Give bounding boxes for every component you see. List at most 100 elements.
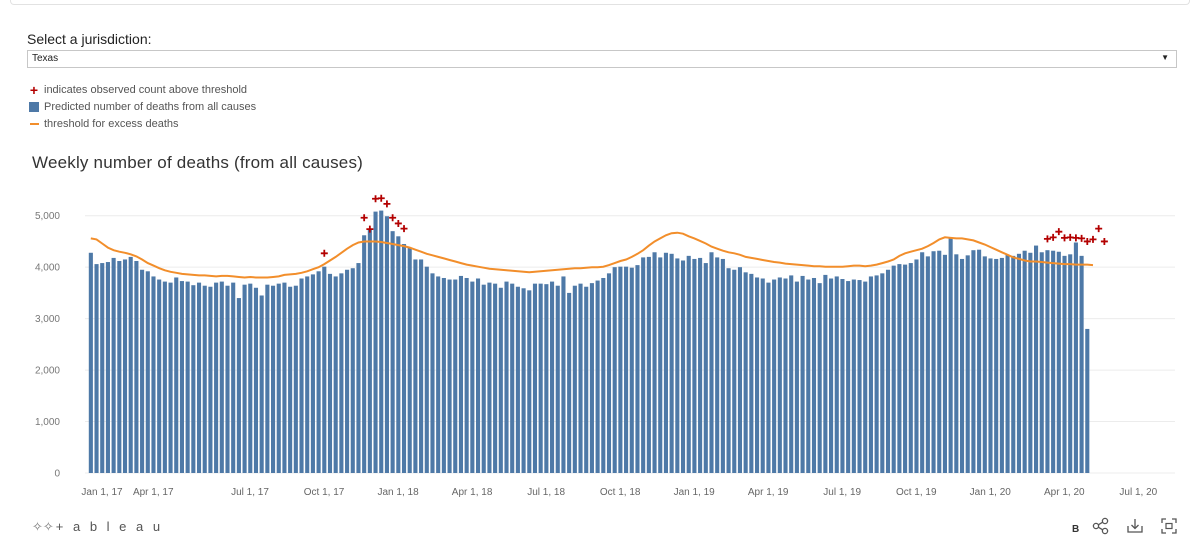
bar [772, 279, 777, 473]
bar [510, 283, 515, 473]
bar [94, 264, 99, 473]
legend: + indicates observed count above thresho… [27, 81, 256, 132]
tableau-wordmark: + a b l e a u [55, 519, 164, 534]
download-icon[interactable] [1126, 517, 1144, 535]
bar [954, 254, 959, 473]
bar [259, 295, 264, 473]
bar [487, 282, 492, 473]
bar [333, 276, 338, 473]
y-tick-label: 4,000 [35, 263, 60, 274]
excess-marker [1055, 228, 1063, 236]
bar [737, 267, 743, 473]
jurisdiction-select[interactable]: Texas ▼ [27, 50, 1177, 68]
bar [965, 255, 970, 473]
bar [390, 231, 395, 473]
excess-marker [1095, 225, 1103, 233]
bar [1005, 254, 1010, 473]
bar [1062, 255, 1067, 473]
x-tick-label: Jan 1, 18 [378, 487, 420, 498]
x-tick-label: Apr 1, 20 [1044, 487, 1085, 498]
bar [612, 267, 617, 473]
bar [1028, 252, 1033, 473]
excess-marker [1089, 235, 1097, 243]
bar [880, 273, 885, 473]
bar [1085, 328, 1090, 473]
bar [231, 282, 236, 473]
bar [715, 257, 720, 473]
threshold-line [90, 231, 1094, 279]
share-icon[interactable] [1092, 517, 1110, 535]
bar [937, 250, 942, 473]
fullscreen-icon[interactable] [1160, 517, 1178, 535]
bar [356, 263, 361, 473]
legend-item-observed-above: + indicates observed count above thresho… [27, 81, 256, 98]
weekly-deaths-chart: 0 1,000 2,000 3,000 4,000 5,000 Jan 1, 17 Apr 1… [35, 194, 1175, 498]
bar [857, 280, 862, 473]
bar [817, 283, 822, 473]
bar [288, 286, 293, 473]
chevron-down-icon[interactable]: ▼ [1161, 53, 1169, 62]
bar [834, 276, 839, 473]
legend-label-observed-above: indicates observed count above threshold [44, 83, 248, 96]
bar [373, 211, 378, 473]
bar [908, 263, 913, 473]
bar [419, 259, 424, 473]
excess-marker [360, 214, 368, 222]
bar [214, 282, 219, 473]
x-tick-label: Apr 1, 19 [748, 487, 789, 498]
bar [618, 266, 623, 473]
excess-marker [1049, 233, 1057, 241]
bar [959, 258, 965, 473]
bar [379, 210, 384, 473]
bar [806, 279, 811, 473]
legend-item-predicted: Predicted number of deaths from all caus… [27, 98, 256, 115]
tableau-mark-icon: ✧✧ [32, 519, 54, 534]
y-tick-label: 1,000 [35, 417, 60, 428]
bar [561, 276, 566, 473]
bar [367, 229, 372, 473]
bar [470, 281, 475, 473]
bar [903, 264, 908, 473]
bar [1073, 242, 1078, 473]
bar [162, 281, 167, 473]
bar [293, 285, 298, 473]
bar [157, 279, 162, 473]
bar [430, 273, 435, 473]
tableau-logo[interactable]: ✧✧ + a b l e a u [32, 519, 163, 535]
bar [789, 275, 794, 473]
bar [840, 279, 845, 473]
bar [100, 263, 105, 473]
bar [823, 274, 828, 473]
bar [105, 262, 110, 473]
x-tick-label: Jan 1, 17 [81, 487, 123, 498]
bar [185, 281, 190, 473]
bar [589, 283, 594, 473]
bar [196, 282, 202, 473]
x-tick-label: Jul 1, 19 [823, 487, 861, 498]
bar [276, 283, 281, 473]
bar [982, 256, 987, 473]
x-tick-label: Oct 1, 18 [600, 487, 641, 498]
bar [629, 267, 634, 473]
excess-marker [366, 225, 374, 233]
x-tick-label: Oct 1, 19 [896, 487, 937, 498]
bar [145, 271, 150, 473]
bar [362, 235, 367, 473]
x-tick-label: Jan 1, 20 [970, 487, 1012, 498]
bar [242, 284, 247, 473]
bar [1016, 253, 1022, 473]
bar [749, 273, 754, 473]
bar [977, 249, 982, 473]
bar [464, 277, 469, 473]
excess-marker [389, 214, 397, 222]
plus-marker-icon: + [29, 81, 39, 98]
bar [236, 298, 241, 473]
bar [555, 285, 560, 473]
bar [117, 261, 122, 473]
bar [111, 257, 116, 473]
bar [396, 236, 401, 473]
bar [584, 286, 589, 473]
y-tick-label: 3,000 [35, 314, 60, 325]
bar [914, 259, 919, 473]
bar [253, 287, 259, 473]
